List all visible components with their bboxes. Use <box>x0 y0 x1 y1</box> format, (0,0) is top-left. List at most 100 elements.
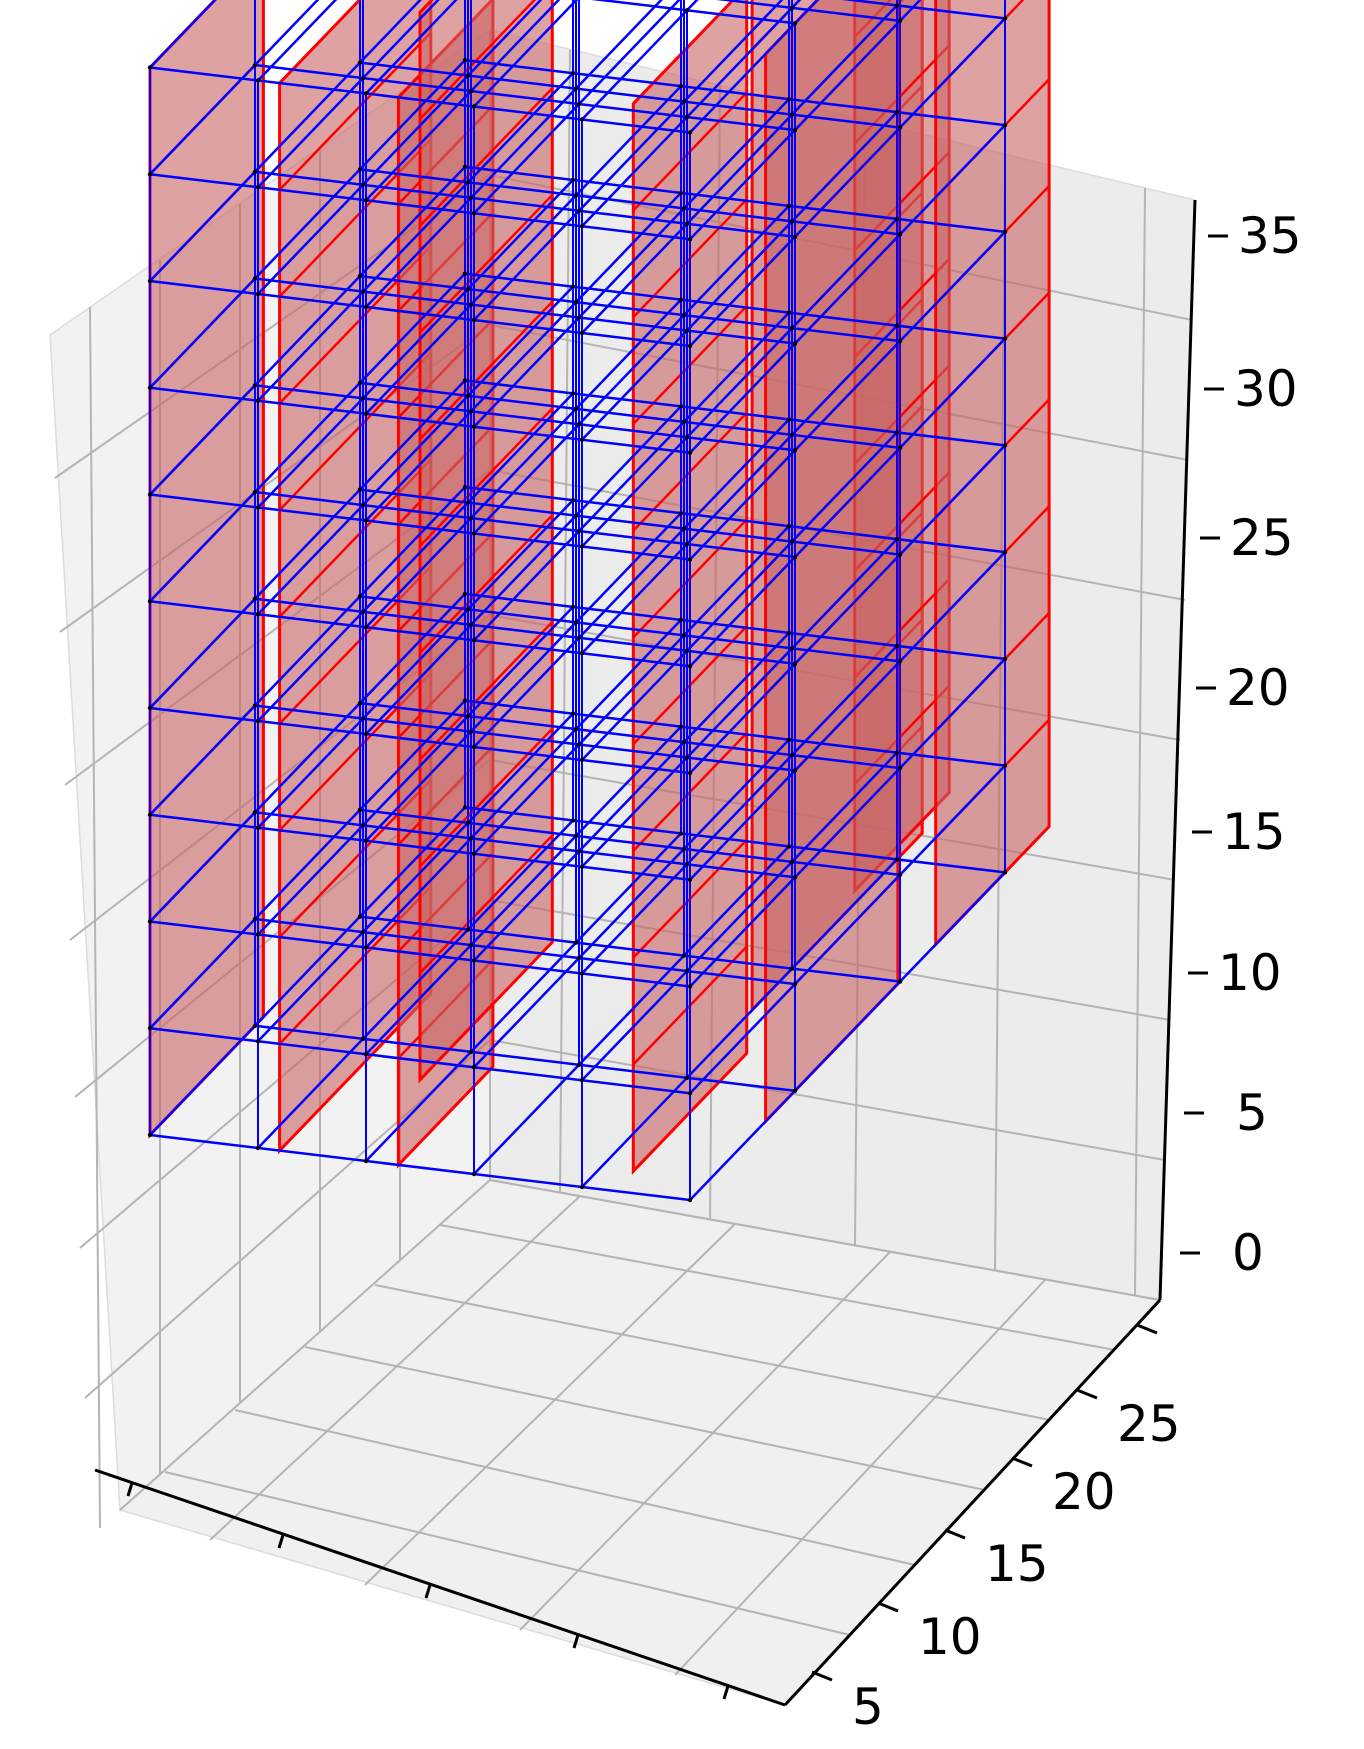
node <box>678 617 684 623</box>
node <box>357 807 363 813</box>
beam <box>149 386 691 454</box>
node <box>363 198 369 203</box>
node <box>786 417 792 422</box>
node <box>789 859 795 865</box>
frame-elements <box>149 0 1006 1202</box>
node <box>360 182 366 187</box>
node <box>687 664 693 669</box>
node <box>252 62 258 68</box>
node <box>462 164 468 170</box>
z-tick-label: 20 <box>1226 659 1290 717</box>
node <box>687 1091 693 1096</box>
node <box>684 968 690 974</box>
node <box>255 1145 261 1151</box>
node <box>570 604 576 610</box>
node <box>255 291 261 297</box>
wall-edge <box>419 727 554 868</box>
node <box>684 114 690 120</box>
y-tick-label: 15 <box>985 1535 1049 1593</box>
beam <box>581 538 898 868</box>
node <box>792 875 798 880</box>
beam <box>359 488 901 556</box>
beam <box>257 285 574 616</box>
node <box>147 599 153 604</box>
beam <box>365 512 682 842</box>
y-tick-label: 5 <box>852 1678 884 1736</box>
node <box>468 1049 474 1055</box>
wall-edge <box>419 87 554 227</box>
node <box>462 484 468 490</box>
node <box>684 755 690 760</box>
beam <box>254 490 796 559</box>
node <box>897 872 903 878</box>
shear-wall <box>148 0 265 1139</box>
node <box>579 651 585 656</box>
beam <box>149 1027 691 1095</box>
node <box>792 661 798 666</box>
node <box>894 750 900 755</box>
node <box>681 206 687 211</box>
beam <box>689 551 1006 881</box>
node <box>471 1065 477 1070</box>
node <box>786 737 792 742</box>
node <box>687 130 693 135</box>
node <box>579 971 585 976</box>
beam <box>149 920 691 988</box>
node <box>579 224 585 229</box>
beam <box>359 808 901 877</box>
beam <box>689 124 1006 454</box>
node <box>1002 763 1008 768</box>
node <box>252 596 258 601</box>
node <box>678 190 684 196</box>
node <box>360 502 366 508</box>
node <box>789 5 795 11</box>
beam <box>359 595 901 663</box>
beam <box>149 593 466 923</box>
beam <box>473 0 784 321</box>
node <box>363 838 369 843</box>
node <box>684 435 690 440</box>
beam <box>257 819 574 1149</box>
node <box>687 1197 693 1203</box>
node <box>570 284 576 289</box>
node <box>1002 122 1008 128</box>
node <box>681 99 687 104</box>
node <box>465 713 471 719</box>
node <box>792 768 798 773</box>
y-tick-labels: 5 10 15 20 25 <box>852 1395 1181 1736</box>
beam <box>149 0 320 176</box>
beam <box>464 592 1006 661</box>
node <box>357 273 363 279</box>
node <box>792 448 798 453</box>
node <box>147 492 153 497</box>
node <box>894 3 900 8</box>
node <box>255 78 261 83</box>
y-tick-label: 10 <box>918 1608 982 1666</box>
beam <box>254 704 796 772</box>
node <box>471 104 477 109</box>
beam <box>149 66 691 134</box>
beam <box>149 166 466 496</box>
wall-edge <box>397 1065 494 1166</box>
beam <box>590 0 796 25</box>
node <box>462 378 468 383</box>
beam <box>365 192 682 522</box>
beam <box>149 59 466 389</box>
node <box>789 219 795 224</box>
beam <box>149 493 691 561</box>
beam <box>254 63 796 132</box>
beam <box>365 85 682 415</box>
node <box>789 539 795 544</box>
beam <box>365 832 682 1162</box>
node <box>897 659 903 664</box>
beam <box>149 379 466 709</box>
node <box>576 208 582 213</box>
node <box>471 424 477 429</box>
node <box>255 505 261 510</box>
node <box>678 831 684 836</box>
node <box>687 343 693 349</box>
node <box>468 195 474 200</box>
beam <box>689 231 1006 561</box>
beam <box>149 173 691 241</box>
node <box>465 927 471 932</box>
